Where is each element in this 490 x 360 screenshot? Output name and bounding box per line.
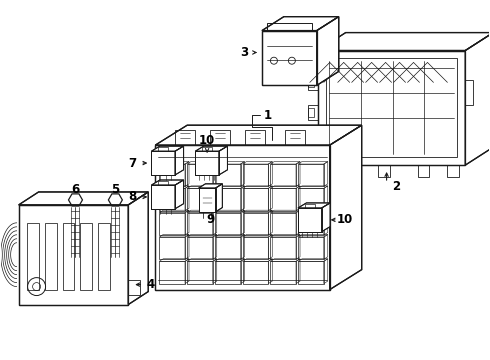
Polygon shape [466,32,490,165]
Polygon shape [321,203,330,232]
Polygon shape [151,180,184,185]
Polygon shape [195,146,227,151]
Text: 9: 9 [206,213,214,226]
Polygon shape [175,146,184,175]
Polygon shape [195,151,219,175]
Polygon shape [219,146,227,175]
Text: 1: 1 [263,109,271,122]
Text: 5: 5 [111,184,120,197]
Polygon shape [298,208,321,232]
Polygon shape [298,203,330,208]
Text: 10: 10 [199,134,215,147]
Text: 6: 6 [72,184,79,197]
Polygon shape [19,192,148,205]
Polygon shape [128,192,148,305]
Text: 3: 3 [240,46,248,59]
Polygon shape [155,125,362,145]
Polygon shape [198,188,216,212]
Polygon shape [262,31,317,85]
Polygon shape [318,32,490,50]
Polygon shape [330,125,362,289]
Polygon shape [216,184,222,212]
Text: 4: 4 [146,278,154,291]
Text: 7: 7 [128,157,136,170]
Polygon shape [317,17,339,85]
Polygon shape [318,50,466,165]
Polygon shape [262,17,339,31]
Polygon shape [19,205,128,305]
Polygon shape [151,151,175,175]
Text: 2: 2 [392,180,401,193]
Text: 10: 10 [337,213,353,226]
Polygon shape [198,184,222,188]
Polygon shape [155,145,330,289]
Polygon shape [151,185,175,209]
Polygon shape [175,180,184,209]
Text: 8: 8 [128,190,136,203]
Polygon shape [151,146,184,151]
